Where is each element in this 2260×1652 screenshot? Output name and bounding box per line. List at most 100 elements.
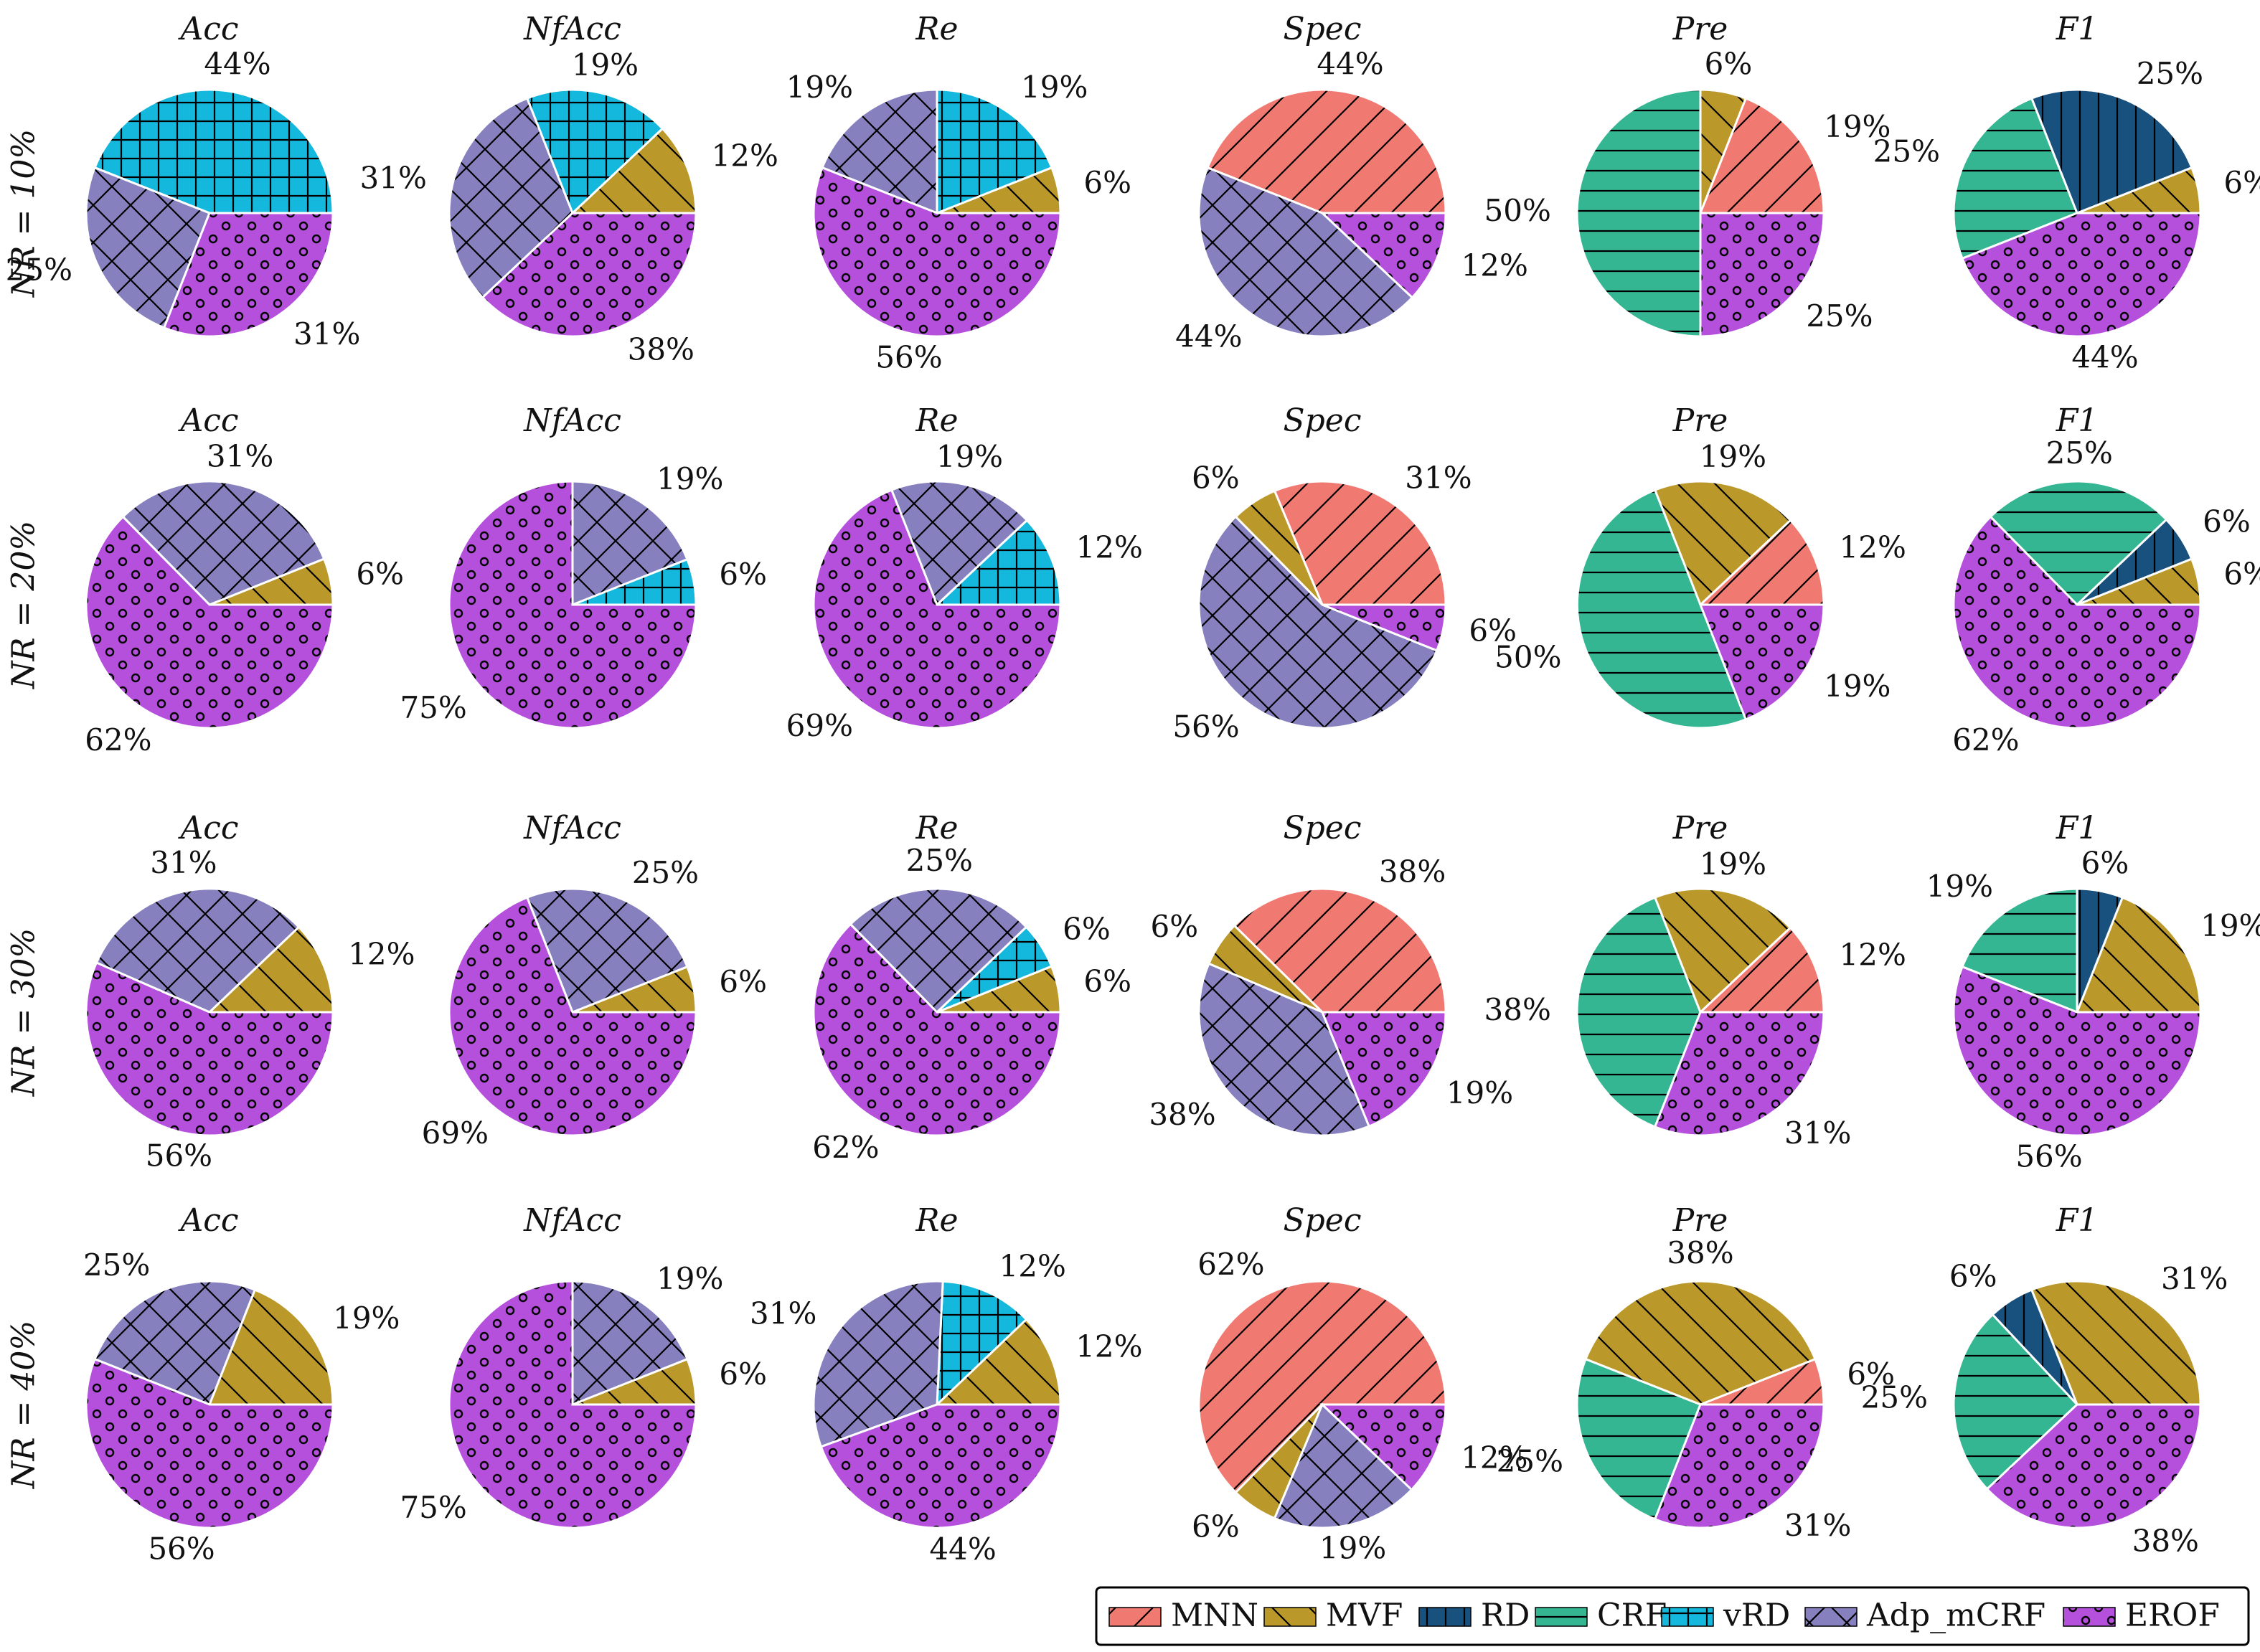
slice-erof <box>481 212 697 338</box>
slice-percent-label: 6% <box>1151 909 1199 944</box>
slice-adp-mcrf <box>821 88 938 215</box>
slice-percent-label: 6% <box>1705 47 1753 82</box>
slice-percent-label: 25% <box>1861 1380 1928 1415</box>
pie-title: Acc <box>177 1202 238 1239</box>
legend-item-rd: RD <box>1418 1597 1530 1634</box>
legend-swatch <box>1661 1607 1714 1627</box>
slice-percent-label: 19% <box>1021 70 1088 105</box>
pie-title: Acc <box>177 402 238 439</box>
slice-adp-mcrf <box>571 1280 689 1407</box>
slice-percent-label: 6% <box>2203 504 2251 539</box>
slice-percent-label: 31% <box>293 316 360 351</box>
slice-erof <box>1952 965 2202 1137</box>
slice-adp-mcrf <box>849 887 1028 1014</box>
pie-acc-row-2: Acc 6% 31% 62% <box>85 402 404 757</box>
slice-percent-label: 31% <box>2161 1261 2228 1296</box>
pie-title: F1 <box>2056 810 2099 846</box>
pie-nfacc-row-1: NfAcc 12% 19% 31% 38% <box>360 11 778 367</box>
slice-percent-label: 19% <box>786 70 853 105</box>
pie-title: Spec <box>1284 1202 1362 1239</box>
legend-item-erof: EROF <box>2063 1597 2220 1634</box>
slice-percent-label: 19% <box>333 1301 400 1336</box>
slice-percent-label: 19% <box>1926 869 1993 904</box>
slice-percent-label: 19% <box>936 439 1003 474</box>
pie-pre-row-1: Pre 19% 6% 50% 25% <box>1484 11 1891 338</box>
slice-percent-label: 6% <box>1949 1258 1997 1293</box>
legend-item-mvf: MVF <box>1263 1597 1403 1634</box>
slice-percent-label: 6% <box>1847 1356 1895 1392</box>
legend-swatch <box>2063 1607 2116 1627</box>
legend-label: Adp_mCRF <box>1866 1597 2045 1634</box>
pie-title: NfAcc <box>523 810 621 846</box>
legend: MNN MVF RD CRF vRD Adp_mCRF EROF <box>1095 1586 2250 1646</box>
slice-vrd <box>936 88 1053 215</box>
slice-crf <box>1952 97 2078 260</box>
slice-adp-mcrf <box>571 480 689 607</box>
pie-title: Re <box>915 1202 958 1239</box>
slice-percent-label: 62% <box>812 1130 879 1165</box>
slice-percent-label: 44% <box>1317 47 1383 82</box>
slice-percent-label: 44% <box>1175 319 1242 354</box>
slice-percent-label: 31% <box>150 845 217 880</box>
slice-mnn <box>1206 88 1447 214</box>
slice-adp-mcrf <box>812 1280 944 1448</box>
pie-re-row-1: Re 6% 19% 19% 56% <box>786 11 1131 374</box>
pie-f1-row-2: F1 6% 6% 25% 62% <box>1952 402 2260 757</box>
slice-percent-label: 6% <box>1469 613 1517 648</box>
slice-percent-label: 6% <box>1083 964 1131 999</box>
slice-erof <box>1961 212 2202 338</box>
slice-percent-label: 69% <box>786 708 853 743</box>
slice-percent-label: 38% <box>628 332 695 367</box>
pie-title: NfAcc <box>523 11 621 47</box>
pie-spec-row-3: Spec 38% 6% 38% 19% <box>1149 810 1513 1137</box>
slice-percent-label: 6% <box>719 1356 767 1392</box>
slice-percent-label: 6% <box>1192 461 1240 496</box>
slice-mvf <box>1584 1280 1817 1406</box>
pie-title: NfAcc <box>523 402 621 439</box>
slice-adp-mcrf <box>93 1280 257 1406</box>
slice-erof <box>1653 1403 1825 1529</box>
pie-acc-row-4: Acc 19% 25% 56% <box>83 1202 400 1566</box>
slice-percent-label: 25% <box>83 1247 150 1283</box>
pie-title: F1 <box>2056 402 2099 439</box>
row-label: NR = 10% <box>6 129 42 298</box>
slice-crf <box>1989 480 2168 607</box>
slice-percent-label: 19% <box>572 47 639 82</box>
legend-swatch <box>1535 1607 1588 1627</box>
slice-erof <box>448 1280 697 1529</box>
slice-erof <box>1699 212 1825 338</box>
slice-vrd <box>934 519 1062 606</box>
legend-label: EROF <box>2125 1597 2220 1634</box>
slice-percent-label: 38% <box>1379 854 1446 889</box>
slice-percent-label: 6% <box>1063 912 1111 947</box>
slice-erof <box>812 922 1062 1137</box>
slice-percent-label: 25% <box>6 252 72 288</box>
slice-percent-label: 56% <box>2015 1138 2082 1174</box>
slice-percent-label: 19% <box>1446 1075 1513 1110</box>
slice-erof <box>1653 1011 1825 1137</box>
slice-erof <box>85 515 334 730</box>
slice-percent-label: 56% <box>148 1531 215 1566</box>
legend-label: MNN <box>1171 1597 1258 1634</box>
pie-title: Spec <box>1284 11 1362 47</box>
slice-percent-label: 25% <box>1806 298 1873 334</box>
slice-erof <box>1952 515 2202 730</box>
slice-percent-label: 44% <box>2071 339 2138 374</box>
pie-title: Pre <box>1672 402 1728 439</box>
slice-percent-label: 12% <box>1840 529 1906 565</box>
legend-swatch <box>1108 1607 1162 1627</box>
legend-label: vRD <box>1723 1597 1790 1634</box>
slice-percent-label: 6% <box>1083 165 1131 200</box>
slice-vrd <box>93 88 334 214</box>
legend-label: CRF <box>1597 1597 1667 1634</box>
pie-f1-row-3: F1 19% 6% 19% 56% <box>1926 810 2260 1174</box>
pie-title: Re <box>915 810 958 846</box>
slice-erof <box>1320 1011 1447 1128</box>
row-label: NR = 40% <box>6 1321 42 1489</box>
slice-mvf <box>2030 1280 2202 1406</box>
slice-erof <box>85 1357 334 1529</box>
slice-percent-label: 12% <box>1461 1440 1527 1475</box>
pie-pre-row-4: Pre 6% 38% 25% 31% <box>1497 1202 1895 1543</box>
slice-percent-label: 75% <box>400 1490 466 1525</box>
legend-item-mnn: MNN <box>1108 1597 1258 1634</box>
